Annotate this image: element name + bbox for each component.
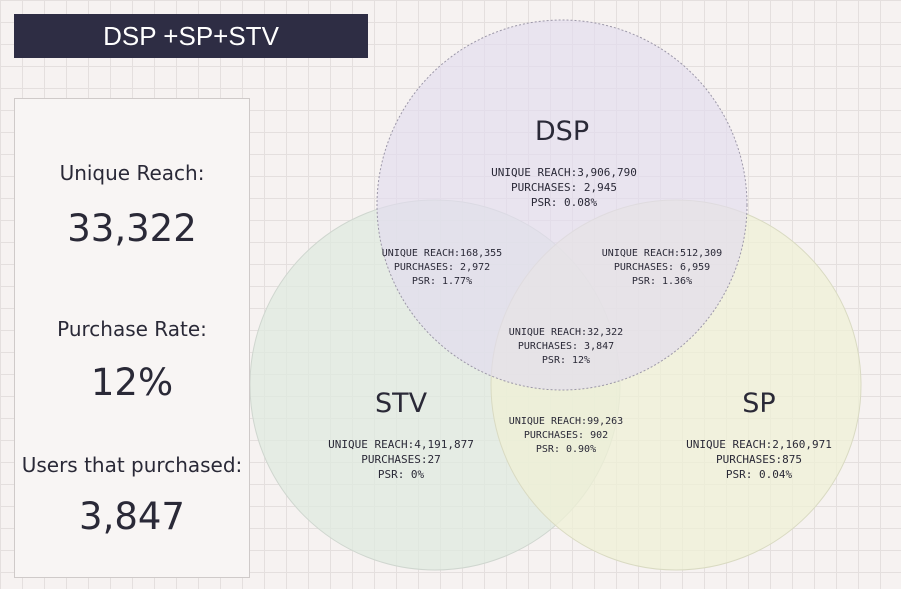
dsp-purchases: PURCHASES: 2,945 (511, 181, 617, 194)
stv-sp-stats: UNIQUE REACH:99,263 PURCHASES: 902 PSR: … (509, 415, 623, 457)
dsp-stv-stats: UNIQUE REACH:168,355 PURCHASES: 2,972 PS… (382, 247, 502, 289)
dsp-stv-reach: UNIQUE REACH:168,355 (381, 248, 503, 259)
unique-reach-label: Unique Reach: (59, 161, 205, 185)
dsp-only-stats: UNIQUE REACH:3,906,790 PURCHASES: 2,945 … (491, 165, 637, 210)
set-name-dsp: DSP (534, 116, 590, 147)
stv-sp-psr: PSR: 0.90% (535, 444, 597, 455)
all-psr: PSR: 12% (541, 355, 591, 366)
stv-psr: PSR: 0% (377, 468, 425, 481)
all-purchases: PURCHASES: 3,847 (517, 341, 615, 352)
stv-reach: UNIQUE REACH:4,191,877 (328, 438, 474, 451)
page-title-banner: DSP +SP+STV (14, 14, 368, 58)
users-purchased-label: Users that purchased: (21, 453, 243, 477)
dsp-psr: PSR: 0.08% (530, 196, 598, 209)
stv-purchases: PURCHASES:27 (361, 453, 441, 466)
venn-circles (250, 19, 862, 571)
set-name-sp: SP (742, 388, 776, 419)
users-purchased-value: 3,847 (79, 495, 185, 538)
dsp-stv-purchases: PURCHASES: 2,972 (393, 262, 491, 273)
dsp-sp-stats: UNIQUE REACH:512,309 PURCHASES: 6,959 PS… (602, 247, 722, 289)
sp-reach: UNIQUE REACH:2,160,971 (686, 438, 832, 451)
sp-psr: PSR: 0.04% (725, 468, 793, 481)
purchase-rate-value: 12% (90, 361, 174, 404)
purchase-rate-label: Purchase Rate: (57, 317, 207, 341)
all-three-stats: UNIQUE REACH:32,322 PURCHASES: 3,847 PSR… (509, 326, 623, 368)
summary-stats-panel: Unique Reach: 33,322 Purchase Rate: 12% … (14, 98, 250, 578)
dsp-reach: UNIQUE REACH:3,906,790 (491, 166, 637, 179)
circle-dsp (376, 19, 748, 391)
set-name-stv: STV (374, 388, 428, 419)
stv-only-stats: UNIQUE REACH:4,191,877 PURCHASES:27 PSR:… (328, 437, 474, 482)
sp-purchases: PURCHASES:875 (715, 453, 803, 466)
sp-only-stats: UNIQUE REACH:2,160,971 PURCHASES:875 PSR… (686, 437, 832, 482)
page-title: DSP +SP+STV (103, 20, 279, 51)
unique-reach-value: 33,322 (67, 207, 197, 250)
dsp-sp-psr: PSR: 1.36% (631, 276, 693, 287)
dsp-sp-purchases: PURCHASES: 6,959 (613, 262, 711, 273)
dsp-sp-reach: UNIQUE REACH:512,309 (601, 248, 723, 259)
dsp-stv-psr: PSR: 1.77% (411, 276, 473, 287)
stv-sp-reach: UNIQUE REACH:99,263 (508, 416, 624, 427)
venn-diagram: DSP UNIQUE REACH:3,906,790 PURCHASES: 2,… (250, 0, 901, 589)
all-reach: UNIQUE REACH:32,322 (508, 327, 624, 338)
stv-sp-purchases: PURCHASES: 902 (523, 430, 609, 441)
